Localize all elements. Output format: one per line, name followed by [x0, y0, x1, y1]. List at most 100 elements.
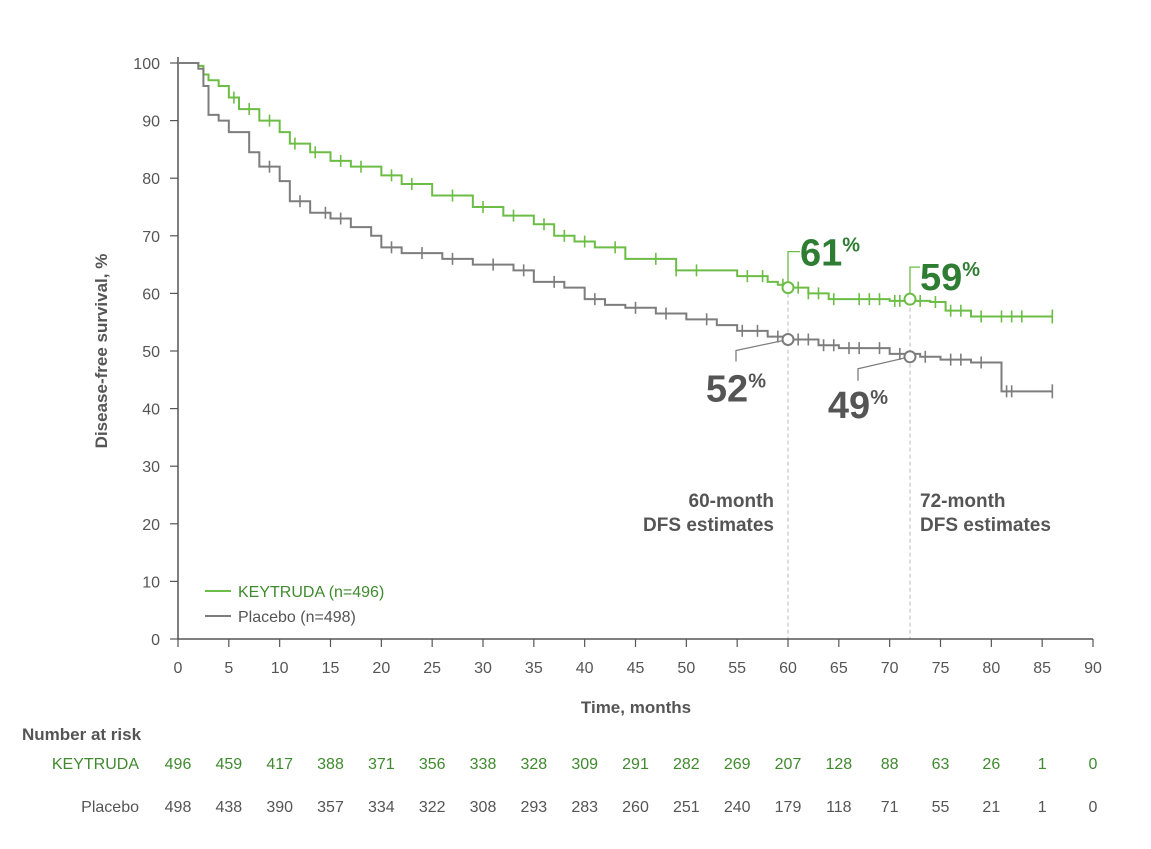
risk-cell: 417 [266, 756, 293, 773]
x-tick-label-25: 25 [423, 660, 441, 677]
x-tick-label-65: 65 [830, 660, 848, 677]
reference-label-line2-72: DFS estimates [920, 515, 1051, 536]
x-tick-label-15: 15 [322, 660, 340, 677]
annotation-marker-59 [903, 292, 917, 306]
annotation-leader-49 [857, 356, 911, 381]
y-tick-label-100: 100 [133, 56, 160, 73]
risk-cell: 118 [826, 799, 852, 816]
y-tick-label-50: 50 [142, 344, 160, 361]
y-tick-label-30: 30 [142, 459, 160, 476]
annotation-number: 61 [800, 233, 842, 275]
risk-cell: 260 [622, 799, 649, 816]
x-tick-label-90: 90 [1084, 660, 1102, 677]
risk-cell: 0 [1089, 799, 1098, 816]
x-tick-label-75: 75 [932, 660, 950, 677]
reference-label-line2-60: DFS estimates [643, 515, 774, 536]
risk-row-label-placebo: Placebo [81, 799, 139, 816]
reference-label-line1-72: 72-month [920, 491, 1006, 512]
risk-cell: 496 [165, 756, 192, 773]
x-tick-label-45: 45 [627, 660, 645, 677]
risk-cell: 357 [317, 799, 344, 816]
risk-cell: 459 [215, 756, 242, 773]
risk-cell: 328 [520, 756, 547, 773]
risk-cell: 438 [215, 799, 242, 816]
x-tick-label-40: 40 [576, 660, 594, 677]
annotation-number: 52 [706, 368, 748, 410]
series-layer [178, 62, 1054, 399]
risk-cell: 498 [165, 799, 192, 816]
x-tick-label-50: 50 [677, 660, 695, 677]
y-tick-label-70: 70 [142, 229, 160, 246]
annotation-number: 49 [828, 385, 870, 427]
axes: 0 10 20 30 40 50 60 70 80 90 100 0 5 10 15 20 25 30 35 40 45… [133, 56, 1102, 677]
annotation-value-52: 52% [706, 368, 766, 410]
risk-cell: 21 [982, 799, 1000, 816]
reference-label-line1-60: 60-month [689, 491, 775, 512]
risk-cell: 388 [317, 756, 344, 773]
risk-cell: 1 [1038, 799, 1047, 816]
risk-cell: 179 [775, 799, 802, 816]
risk-cell: 207 [775, 756, 802, 773]
x-tick-label-30: 30 [474, 660, 492, 677]
series-line-keytruda [178, 62, 1053, 318]
risk-cell: 71 [881, 799, 899, 816]
annotation-unit: % [842, 235, 860, 257]
annotation-leader-61 [787, 250, 800, 288]
x-tick-label-20: 20 [372, 660, 390, 677]
risk-cell: 308 [470, 799, 497, 816]
annotation-value-59: 59% [920, 257, 980, 299]
risk-cell: 390 [266, 799, 293, 816]
x-tick-label-70: 70 [881, 660, 899, 677]
annotation-marker-52 [781, 332, 795, 346]
risk-cell: 240 [724, 799, 751, 816]
risk-cell: 322 [419, 799, 446, 816]
y-tick-label-60: 60 [142, 286, 160, 303]
annotation-leader-59 [909, 266, 920, 300]
risk-cell: 269 [724, 756, 751, 773]
risk-cell: 251 [673, 799, 700, 816]
x-tick-label-60: 60 [779, 660, 797, 677]
series-line-placebo [178, 62, 1053, 393]
x-tick-label-10: 10 [271, 660, 289, 677]
legend-label-keytruda: KEYTRUDA (n=496) [238, 584, 384, 601]
y-tick-label-90: 90 [142, 114, 160, 131]
risk-cell: 128 [825, 756, 852, 773]
y-tick-label-40: 40 [142, 402, 160, 419]
y-tick-label-20: 20 [142, 517, 160, 534]
risk-cell: 309 [571, 756, 598, 773]
risk-cell: 283 [571, 799, 598, 816]
legend-label-placebo: Placebo (n=498) [238, 609, 356, 626]
y-tick-label-10: 10 [142, 574, 160, 591]
risk-cell: 26 [982, 756, 1000, 773]
risk-cell: 0 [1089, 756, 1098, 773]
annotation-value-61: 61% [800, 233, 860, 275]
annotation-value-49: 49% [828, 385, 888, 427]
risk-row-label-keytruda: KEYTRUDA [52, 756, 139, 773]
x-tick-label-0: 0 [174, 660, 183, 677]
legend: KEYTRUDA (n=496) Placebo (n=498) [205, 584, 384, 626]
x-tick-label-35: 35 [525, 660, 543, 677]
x-axis-title: Time, months [581, 698, 691, 717]
x-tick-label-55: 55 [728, 660, 746, 677]
risk-cell: 338 [470, 756, 497, 773]
risk-cell: 282 [673, 756, 700, 773]
annotation-marker-49 [903, 350, 917, 364]
x-tick-label-5: 5 [224, 660, 233, 677]
risk-cell: 356 [419, 756, 446, 773]
x-tick-label-85: 85 [1033, 660, 1051, 677]
annotation-leader-52 [735, 338, 789, 362]
y-tick-label-0: 0 [151, 632, 160, 649]
risk-cell: 371 [368, 756, 395, 773]
y-axis-title: Disease-free survival, % [92, 254, 111, 449]
risk-cell: 1 [1038, 756, 1047, 773]
censor-marks-placebo [268, 160, 1054, 399]
risk-table-title: Number at risk [22, 725, 142, 744]
risk-cell: 55 [932, 799, 950, 816]
annotation-unit: % [962, 259, 980, 281]
risk-cell: 63 [932, 756, 950, 773]
reference-lines: 60-month DFS estimates 72-month DFS estimat… [643, 293, 1051, 639]
annotation-unit: % [748, 370, 766, 392]
risk-cell: 334 [368, 799, 395, 816]
annotation-number: 59 [920, 257, 962, 299]
